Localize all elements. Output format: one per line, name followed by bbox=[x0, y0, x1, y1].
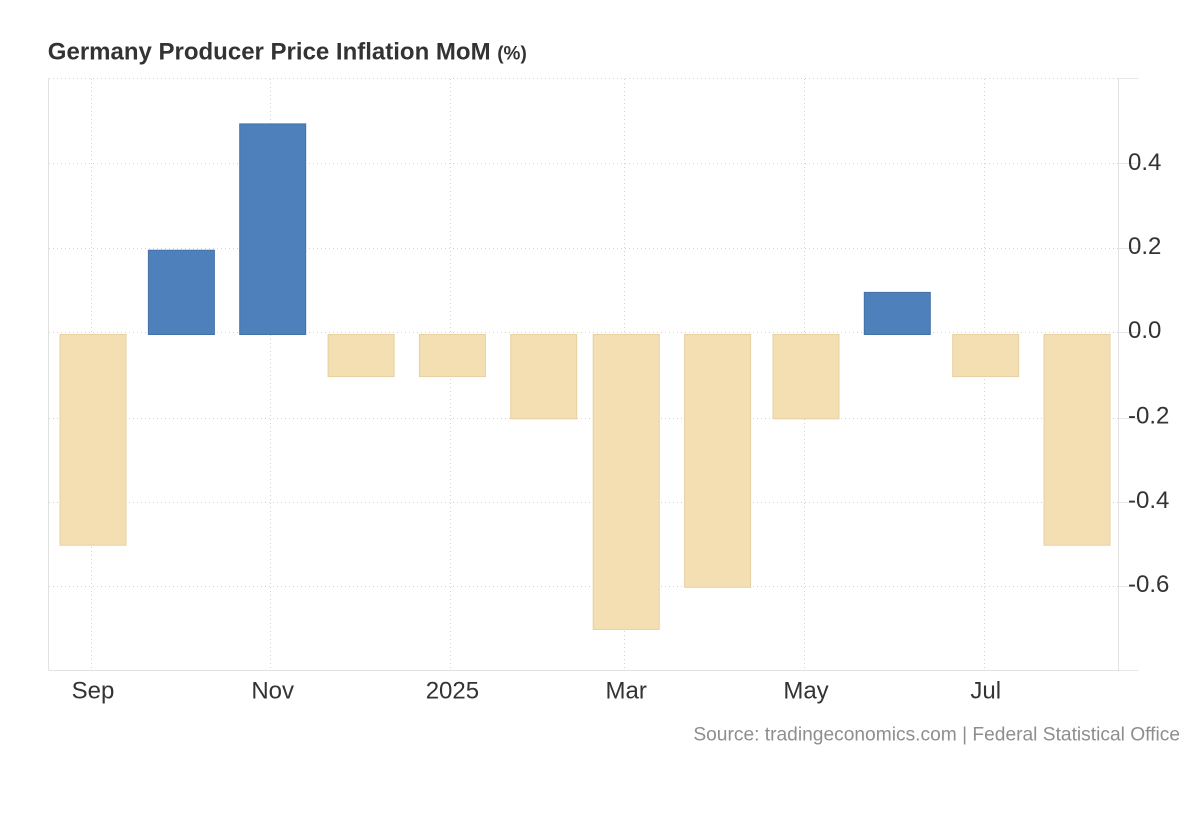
svg-text:Germany Producer Price Inflati: Germany Producer Price Inflation MoM (%) bbox=[48, 39, 527, 66]
svg-text:May: May bbox=[783, 678, 828, 705]
svg-text:0.0: 0.0 bbox=[1128, 317, 1161, 344]
svg-text:2025: 2025 bbox=[426, 678, 479, 705]
svg-text:Source: tradingeconomics.com |: Source: tradingeconomics.com | Federal S… bbox=[693, 725, 1180, 746]
svg-text:-0.6: -0.6 bbox=[1128, 571, 1169, 598]
svg-text:0.2: 0.2 bbox=[1128, 233, 1161, 260]
svg-text:Nov: Nov bbox=[251, 678, 294, 705]
svg-text:-0.4: -0.4 bbox=[1128, 487, 1169, 514]
svg-text:Mar: Mar bbox=[606, 678, 647, 705]
svg-text:-0.2: -0.2 bbox=[1128, 403, 1169, 430]
svg-text:Sep: Sep bbox=[72, 678, 115, 705]
svg-text:0.4: 0.4 bbox=[1128, 149, 1161, 176]
svg-text:Jul: Jul bbox=[970, 678, 1001, 705]
